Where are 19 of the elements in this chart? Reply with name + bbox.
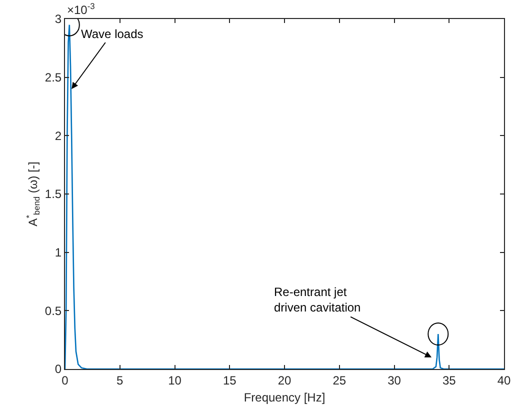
x-tick-label: 40 (497, 373, 511, 388)
x-tick-label: 10 (168, 373, 182, 388)
y-tick-label: 0 (54, 362, 62, 376)
x-tick-label: 5 (116, 373, 124, 388)
y-tick-label: 2 (54, 128, 62, 143)
x-tick-label: 30 (388, 373, 402, 388)
x-tick-label: 20 (278, 373, 292, 388)
y-tick-label: 1 (54, 246, 62, 260)
annotation: Re-entrant jet driven cavitation (274, 285, 361, 315)
y-tick-label: 1.5 (44, 187, 62, 202)
annotation: Wave loads (81, 27, 144, 41)
x-tick-label: 25 (332, 373, 346, 388)
y-tick-label: 2.5 (44, 70, 62, 85)
x-tick-label: 35 (442, 373, 456, 388)
text: ×10$^{-3}$ (67, 1, 96, 18)
x-tick-label: 15 (222, 373, 237, 388)
x-axis-title: Frequency [Hz] (244, 390, 326, 404)
y-tick-label: 0.5 (44, 304, 62, 318)
y-tick-label: 3 (54, 12, 62, 26)
